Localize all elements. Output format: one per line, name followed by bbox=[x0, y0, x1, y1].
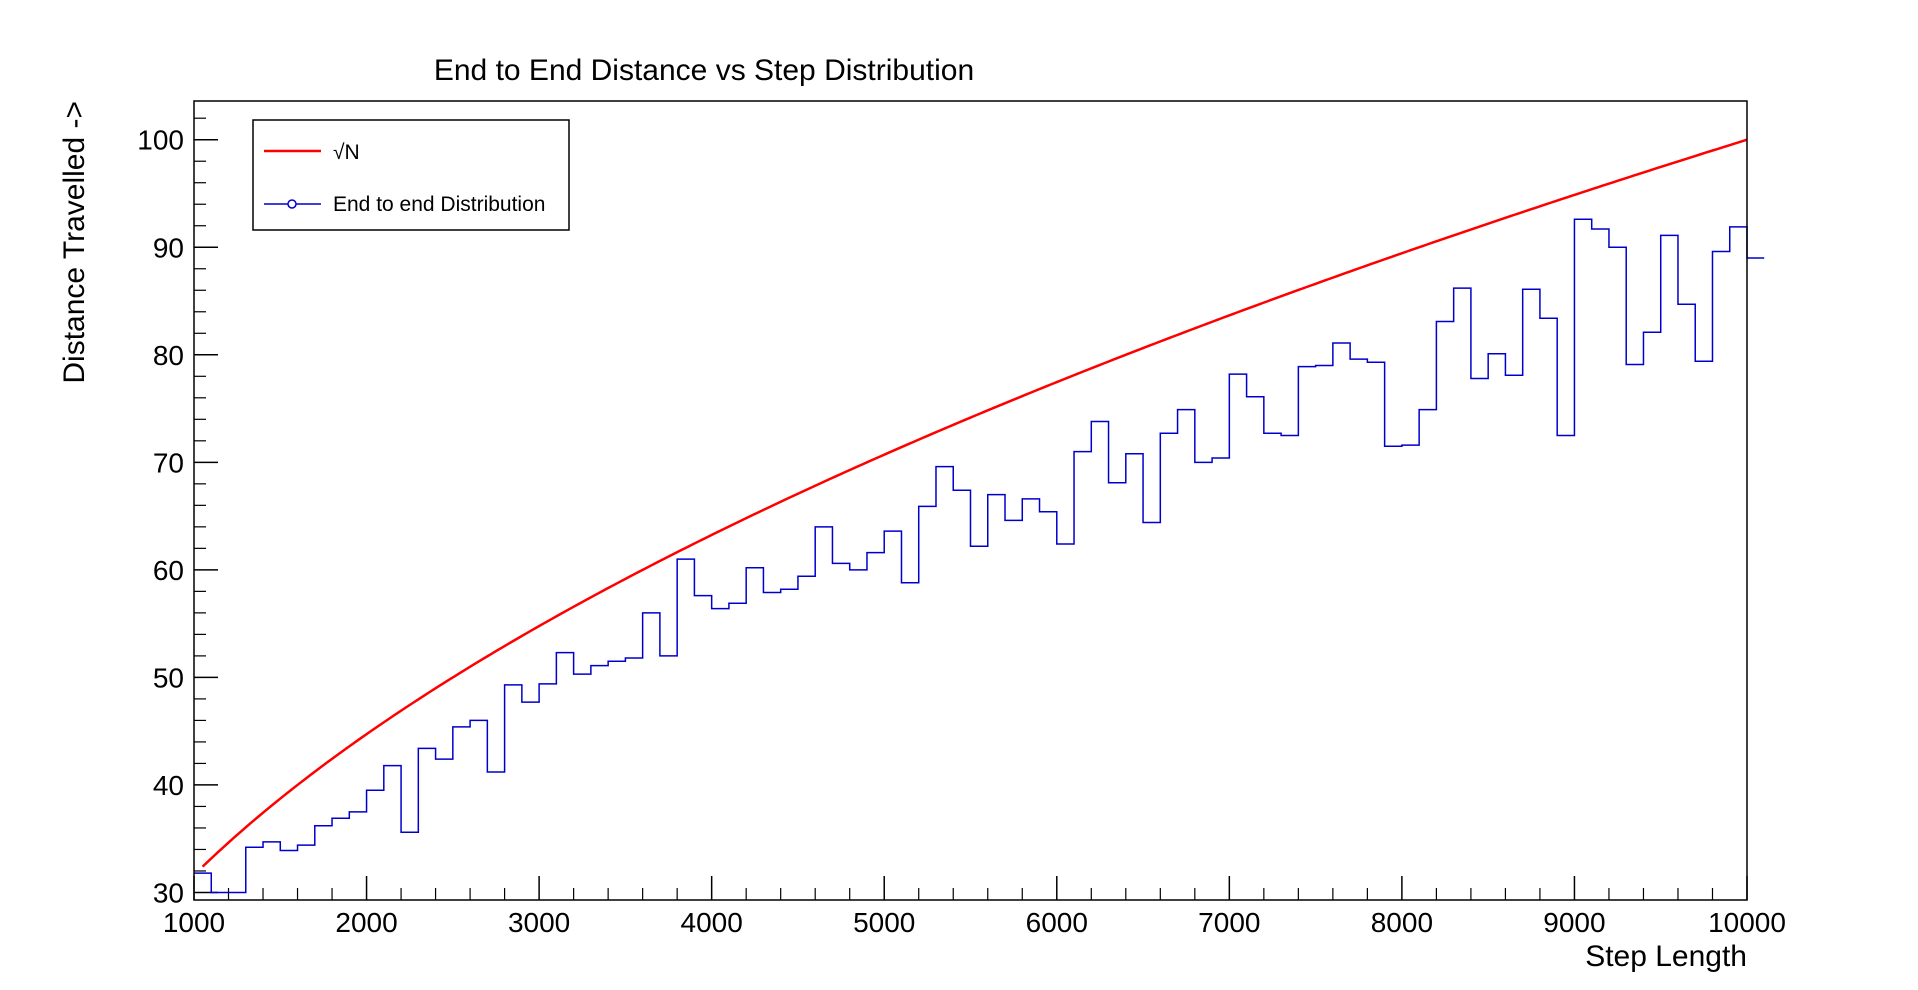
x-tick-label: 1000 bbox=[163, 907, 225, 938]
y-tick-label: 40 bbox=[153, 770, 184, 801]
x-tick-label: 6000 bbox=[1026, 907, 1088, 938]
y-tick-label: 100 bbox=[137, 125, 184, 156]
x-tick-label: 9000 bbox=[1543, 907, 1605, 938]
x-tick-label: 4000 bbox=[681, 907, 743, 938]
y-tick-label: 70 bbox=[153, 447, 184, 478]
plot-frame bbox=[193, 100, 1748, 901]
series-layer bbox=[194, 138, 1765, 894]
x-axis-title: Step Length bbox=[1585, 940, 1747, 973]
legend-label-distribution: End to end Distribution bbox=[333, 193, 545, 216]
x-tick-label: 3000 bbox=[508, 907, 570, 938]
x-tick-label: 2000 bbox=[335, 907, 397, 938]
legend-box bbox=[252, 119, 570, 231]
x-axis-ticks: 1000 2000 3000 4000 5000 6000 7000 8000 9000 1000… bbox=[163, 876, 1786, 938]
distribution-histogram-line bbox=[194, 218, 1765, 894]
y-axis-title: Distance Travelled -> bbox=[58, 101, 91, 384]
x-tick-label: 8000 bbox=[1371, 907, 1433, 938]
y-axis-ticks: 30 40 50 60 70 80 90 100 bbox=[137, 117, 218, 908]
y-tick-label: 60 bbox=[153, 555, 184, 586]
x-tick-label: 7000 bbox=[1198, 907, 1260, 938]
y-tick-label: 50 bbox=[153, 662, 184, 693]
x-tick-label: 5000 bbox=[853, 907, 915, 938]
x-tick-label: 10000 bbox=[1708, 907, 1786, 938]
y-tick-label: 90 bbox=[153, 232, 184, 263]
legend: √N End to end Distribution bbox=[252, 119, 570, 231]
legend-swatch-distribution-marker bbox=[287, 199, 297, 209]
legend-label-sqrt: √N bbox=[333, 141, 360, 164]
sqrt-n-curve bbox=[201, 138, 1748, 868]
y-tick-label: 80 bbox=[153, 340, 184, 371]
y-tick-label: 30 bbox=[153, 877, 184, 908]
chart-title: End to End Distance vs Step Distribution bbox=[434, 54, 974, 87]
plot-area: 30 40 50 60 70 80 90 100 1000 2000 3000 4000 5000 60… bbox=[137, 100, 1786, 938]
